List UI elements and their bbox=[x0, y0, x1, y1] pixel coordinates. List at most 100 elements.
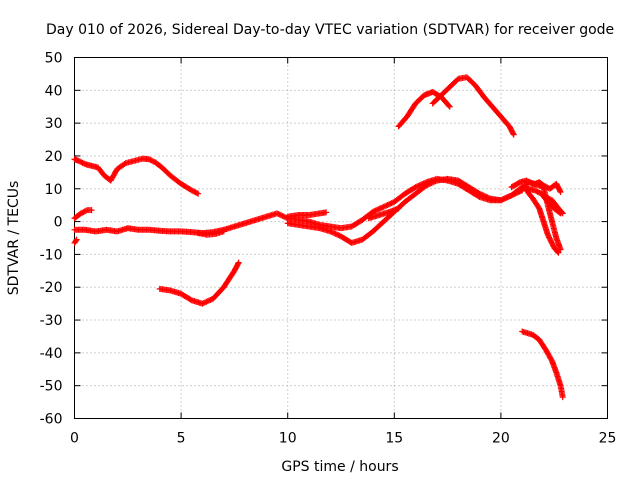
series-track-2 bbox=[71, 207, 95, 222]
data-point bbox=[516, 188, 523, 195]
data-point bbox=[275, 211, 282, 218]
series-track-7 bbox=[284, 209, 330, 220]
data-point bbox=[121, 161, 128, 168]
y-tick-label: -20 bbox=[40, 280, 63, 296]
data-point bbox=[427, 180, 434, 187]
data-point bbox=[432, 178, 439, 185]
data-point bbox=[545, 233, 552, 240]
x-tick-label: 25 bbox=[599, 431, 617, 447]
data-point bbox=[425, 181, 432, 188]
data-point bbox=[505, 193, 512, 200]
data-point bbox=[375, 206, 382, 213]
data-point bbox=[546, 235, 553, 242]
data-point bbox=[220, 228, 227, 235]
data-point bbox=[556, 187, 563, 194]
data-point bbox=[549, 240, 556, 247]
data-point bbox=[548, 239, 555, 246]
data-point bbox=[380, 203, 387, 210]
data-point bbox=[388, 200, 395, 207]
y-tick-label: 40 bbox=[45, 83, 63, 99]
data-point bbox=[274, 210, 281, 217]
data-point bbox=[477, 191, 484, 198]
data-point bbox=[383, 202, 390, 209]
series-track-1 bbox=[71, 155, 202, 197]
data-point bbox=[193, 190, 200, 197]
y-tick-label: 0 bbox=[54, 215, 63, 231]
y-tick-label: -60 bbox=[40, 412, 63, 428]
data-point bbox=[235, 259, 242, 266]
data-point bbox=[371, 208, 378, 215]
series-track-3 bbox=[71, 236, 80, 246]
y-tick-label: 10 bbox=[45, 182, 63, 198]
data-point bbox=[204, 298, 211, 305]
data-point bbox=[504, 194, 511, 201]
data-point bbox=[515, 189, 522, 196]
data-point bbox=[484, 194, 491, 201]
data-point bbox=[379, 204, 386, 211]
data-point bbox=[328, 229, 335, 236]
series-track-11 bbox=[429, 74, 517, 138]
data-point bbox=[481, 193, 488, 200]
data-point bbox=[381, 203, 388, 210]
x-tick-labels: 0 5 10 15 20 25 bbox=[70, 431, 616, 447]
data-point bbox=[199, 300, 206, 307]
axis-ticks bbox=[74, 57, 608, 419]
data-point bbox=[200, 300, 207, 307]
data-point bbox=[501, 195, 508, 202]
series-track-13 bbox=[519, 179, 564, 196]
y-tick-label: 50 bbox=[45, 51, 63, 67]
y-tick-label: -10 bbox=[40, 247, 63, 263]
data-point bbox=[276, 211, 283, 218]
data-point bbox=[283, 214, 290, 221]
series-track-9 bbox=[365, 205, 402, 222]
chart-title: Day 010 of 2026, Sidereal Day-to-day VTE… bbox=[46, 22, 614, 38]
x-tick-label: 15 bbox=[385, 431, 403, 447]
data-point bbox=[207, 296, 214, 303]
series-track-5 bbox=[156, 259, 242, 307]
series-track-15 bbox=[542, 193, 566, 217]
data-point bbox=[327, 228, 334, 235]
series-track-14 bbox=[523, 187, 562, 256]
data-point bbox=[384, 201, 391, 208]
data-point bbox=[511, 191, 518, 198]
data-point bbox=[559, 394, 566, 401]
data-point bbox=[416, 182, 423, 189]
data-point bbox=[555, 249, 562, 256]
plot-frame bbox=[74, 57, 608, 419]
data-point bbox=[499, 196, 506, 203]
data-point bbox=[385, 201, 392, 208]
data-point bbox=[377, 205, 384, 212]
data-point bbox=[483, 193, 490, 200]
data-point bbox=[549, 242, 556, 249]
y-tick-label: -40 bbox=[40, 346, 63, 362]
data-point bbox=[446, 103, 453, 110]
data-point bbox=[395, 205, 402, 212]
data-point bbox=[554, 248, 561, 255]
x-tick-label: 5 bbox=[177, 431, 186, 447]
y-tick-label: 30 bbox=[45, 116, 63, 132]
data-point bbox=[330, 229, 337, 236]
data-point bbox=[558, 209, 565, 216]
data-point bbox=[332, 230, 339, 237]
data-point bbox=[203, 298, 210, 305]
data-point bbox=[557, 189, 564, 196]
data-point bbox=[335, 232, 342, 239]
data-point bbox=[507, 192, 514, 199]
y-axis-label: SDTVAR / TECUs bbox=[6, 181, 22, 296]
data-point bbox=[206, 297, 213, 304]
series-track-4 bbox=[71, 175, 564, 237]
data-point bbox=[445, 102, 452, 109]
data-point bbox=[428, 180, 435, 187]
data-point bbox=[88, 207, 95, 214]
data-point bbox=[544, 231, 551, 238]
data-point bbox=[503, 194, 510, 201]
series-track-16 bbox=[519, 328, 566, 401]
data-point bbox=[500, 196, 507, 203]
data-point bbox=[195, 190, 202, 197]
data-point bbox=[547, 236, 554, 243]
y-tick-labels: -60 -50 -40 -30 -20 -10 0 10 20 30 40 50 bbox=[40, 51, 63, 428]
data-point bbox=[512, 190, 519, 197]
data-point bbox=[83, 207, 90, 214]
y-tick-label: 20 bbox=[45, 149, 63, 165]
